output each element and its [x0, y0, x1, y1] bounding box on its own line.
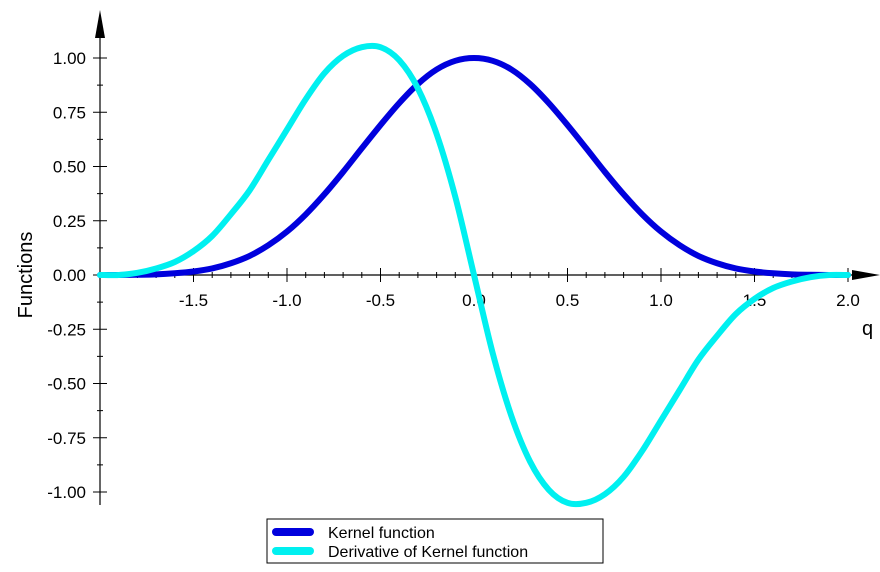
legend-label-kernel: Kernel function — [328, 525, 435, 542]
y-tick-label: 0.75 — [53, 103, 86, 122]
x-axis-arrow — [852, 270, 880, 280]
y-tick-label: -1.00 — [47, 483, 86, 502]
y-tick-label: -0.75 — [47, 429, 86, 448]
x-tick-label: -0.5 — [366, 291, 395, 310]
x-tick-label: 2.0 — [836, 291, 860, 310]
series-layer — [97, 42, 851, 508]
y-axis-title: Functions — [15, 232, 37, 319]
x-tick-label: -1.0 — [272, 291, 301, 310]
series-line-derivative — [97, 42, 851, 508]
axes: -1.5 -1.0 -0.5 0.0 0.5 1.0 1.5 2.01.000.750.500… — [47, 10, 880, 505]
x-tick-label: 0.5 — [556, 291, 580, 310]
y-tick-label: 0.00 — [53, 266, 86, 285]
series-line-kernel — [97, 55, 851, 279]
legend-label-derivative: Derivative of Kernel function — [328, 544, 528, 561]
legend-box — [266, 518, 604, 564]
y-tick-label: -0.25 — [47, 320, 86, 339]
x-tick-label: 1.0 — [649, 291, 673, 310]
y-tick-label: 0.50 — [53, 158, 86, 177]
x-tick-label: -1.5 — [179, 291, 208, 310]
legend: Kernel function Derivative of Kernel fun… — [266, 518, 604, 564]
y-tick-label: 1.00 — [53, 49, 86, 68]
y-tick-label: 0.25 — [53, 212, 86, 231]
y-tick-label: -0.50 — [47, 375, 86, 394]
y-axis-arrow — [95, 10, 105, 38]
x-axis-title: q — [862, 318, 873, 340]
